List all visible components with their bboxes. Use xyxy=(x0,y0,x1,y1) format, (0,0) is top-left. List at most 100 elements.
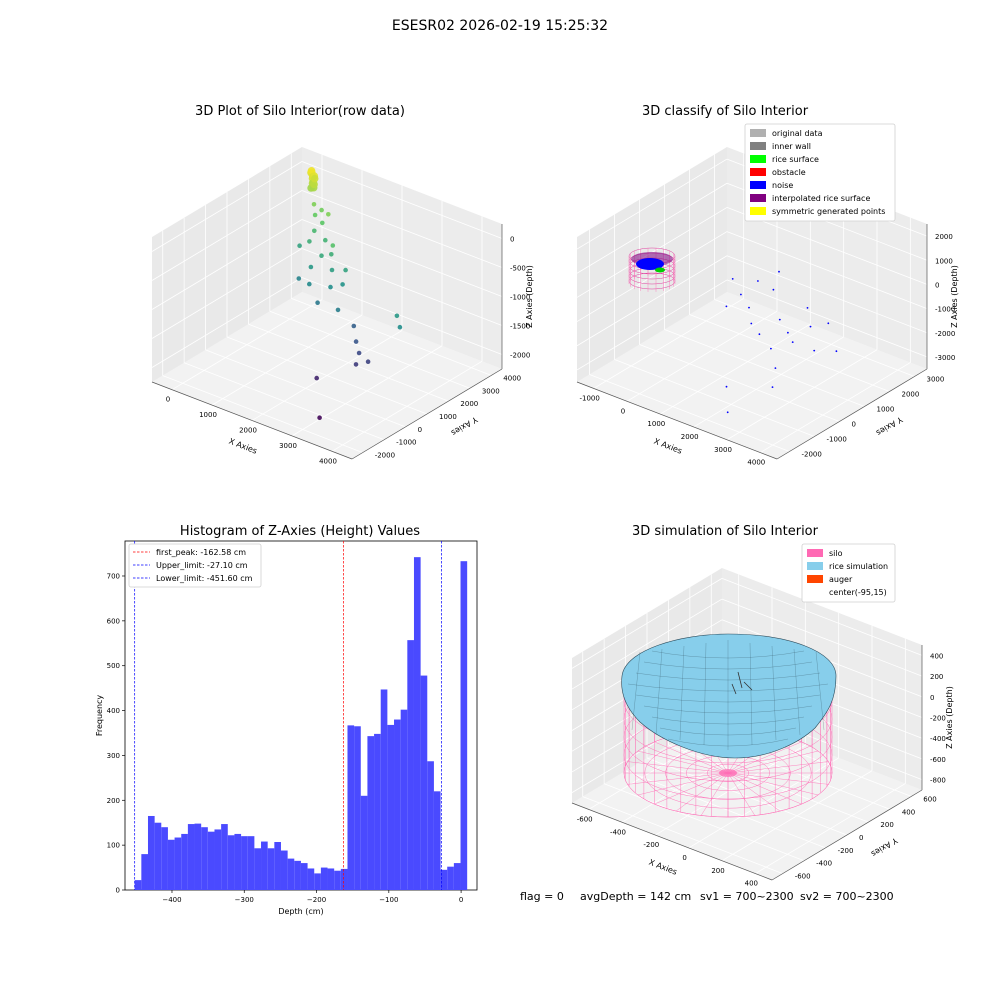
p3-hist-bar xyxy=(420,675,428,890)
p2-legend-entry: obstacle xyxy=(772,168,806,177)
p1-gridline-y xyxy=(162,375,363,453)
p3-hist-bar xyxy=(367,736,375,890)
p4-silo-floor-spoke xyxy=(627,761,729,774)
p1-data-point xyxy=(296,276,302,281)
p4-legend-swatch xyxy=(807,575,823,583)
p1-gridline-y xyxy=(291,298,492,376)
p2-z-tick-label: -1000 xyxy=(935,306,955,314)
p2-gridline-y xyxy=(589,374,790,452)
p1-data-point xyxy=(311,202,317,207)
p3-hist-bar xyxy=(394,719,401,890)
p1-y-tick-label: 0 xyxy=(418,426,422,434)
p1-gridline-z xyxy=(151,190,303,281)
p1-data-point xyxy=(326,212,331,217)
p4-gridline-z xyxy=(571,578,723,669)
p3-hist-bar xyxy=(147,815,155,890)
p4-silo-floor-spoke xyxy=(727,772,829,785)
status-flag: flag = 0 xyxy=(520,890,564,903)
p3-hist-bar xyxy=(141,854,148,890)
p2-gridline-x xyxy=(660,323,811,415)
p4-x-tick-label: -400 xyxy=(610,828,626,836)
p1-data-point xyxy=(335,307,341,313)
p3-x-tick-label: −100 xyxy=(379,896,398,904)
p4-x-axis-label: X Axies xyxy=(647,858,678,877)
p1-x-tick-label: 0 xyxy=(166,396,170,404)
p2-noise-point xyxy=(758,333,761,336)
p3-hist-bar xyxy=(161,827,168,890)
p2-gridline-z xyxy=(576,279,728,371)
p1-gridline-y xyxy=(269,310,471,389)
p2-legend-entry: original data xyxy=(772,129,823,138)
p2-noise-point xyxy=(778,318,781,321)
p4-z-tick-label: 200 xyxy=(930,673,943,681)
p2-legend-entry: inner wall xyxy=(772,142,811,151)
p1-data-point xyxy=(328,284,333,290)
p3-x-axis-label: Depth (cm) xyxy=(278,907,323,916)
p3-hist-bar xyxy=(247,836,255,890)
p1-data-point xyxy=(356,350,362,356)
p2-noise-point xyxy=(827,322,830,325)
p4-x-tick-label: -200 xyxy=(643,841,659,849)
p3-hist-bar xyxy=(254,848,262,890)
p4-rice-mesh-line xyxy=(655,648,663,736)
p2-legend-swatch xyxy=(750,181,766,189)
p1-z-tick-label: 0 xyxy=(510,236,514,244)
p2-noise-point xyxy=(806,307,809,309)
p2-noise-point xyxy=(791,341,794,343)
p2-x-tick-label: 3000 xyxy=(714,446,732,454)
p3-hist-bar xyxy=(280,850,288,890)
p1-data-point xyxy=(310,174,319,183)
p2-y-tick-label: 1000 xyxy=(877,406,895,414)
p2-legend-swatch xyxy=(750,168,766,176)
p2-x-tick-label: -1000 xyxy=(579,394,599,402)
p4-x-tick-label: -600 xyxy=(577,815,593,823)
p2-z-tick-label: 1000 xyxy=(935,257,953,265)
p4-y-tick-label: 400 xyxy=(902,808,915,816)
p3-hist-bar xyxy=(387,724,395,890)
p2-x-tick-label: 1000 xyxy=(647,420,665,428)
p4-legend-swatch xyxy=(807,562,823,570)
p4-rice-mesh-line xyxy=(815,651,825,731)
p4-silo-floor-spoke xyxy=(727,772,819,796)
p3-y-tick-label: 600 xyxy=(107,617,120,625)
p3-hist-bar xyxy=(300,863,308,890)
p3-hist-bar xyxy=(413,557,421,890)
p4-y-tick-label: 600 xyxy=(923,795,936,803)
p1-z-tick-label: -2000 xyxy=(510,352,530,360)
p1-z-tick-label: -1000 xyxy=(510,294,530,302)
p4-rice-mesh-line xyxy=(703,642,707,746)
p2-noise-point xyxy=(813,349,816,352)
p1-y-tick-label: 2000 xyxy=(460,400,478,408)
p4-silo-floor-spoke xyxy=(727,772,756,816)
panel2-title: 3D classify of Silo Interior xyxy=(641,104,809,119)
p4-z-tick-label: -800 xyxy=(930,777,946,785)
p4-legend-entry: silo xyxy=(829,549,843,558)
p4-gridline-y xyxy=(625,770,826,849)
p2-gridline-y xyxy=(714,299,915,377)
p1-x-tick-label: 2000 xyxy=(239,427,257,435)
p4-z-axis-label: Z Axies (Depth) xyxy=(945,686,954,749)
p4-silo-floor-spoke xyxy=(627,772,729,785)
p2-gridline-z xyxy=(576,158,728,250)
panel4-3d-simulation: -600 -400 -200 0 200 400 -600 -400 -200 0 200 400 60… xyxy=(571,543,954,888)
p4-silo-floor-spoke xyxy=(675,772,729,812)
p3-hist-bar xyxy=(374,733,381,890)
p3-legend-entry: first_peak: -162.58 cm xyxy=(156,548,246,557)
p2-noise-point xyxy=(748,306,750,309)
p2-noise-point xyxy=(731,278,734,280)
p4-silo-floor-spoke xyxy=(637,750,729,774)
p3-hist-bar xyxy=(433,791,441,890)
p2-gridline-z xyxy=(576,255,728,347)
p2-gridline-x xyxy=(593,298,744,389)
p2-gridline-y xyxy=(689,314,890,392)
p2-noise-point xyxy=(757,280,759,282)
p3-y-axis-label: Frequency xyxy=(95,695,104,737)
p1-data-point xyxy=(340,282,345,287)
p3-hist-bar xyxy=(294,860,301,890)
p4-z-tick-label: -200 xyxy=(930,715,946,723)
p2-legend-entry: rice surface xyxy=(772,155,819,164)
p4-legend-entry: center(-95,15) xyxy=(829,588,887,597)
p1-gridline-z-back xyxy=(301,248,503,326)
p1-data-point xyxy=(314,375,320,381)
p1-data-point xyxy=(353,339,359,344)
